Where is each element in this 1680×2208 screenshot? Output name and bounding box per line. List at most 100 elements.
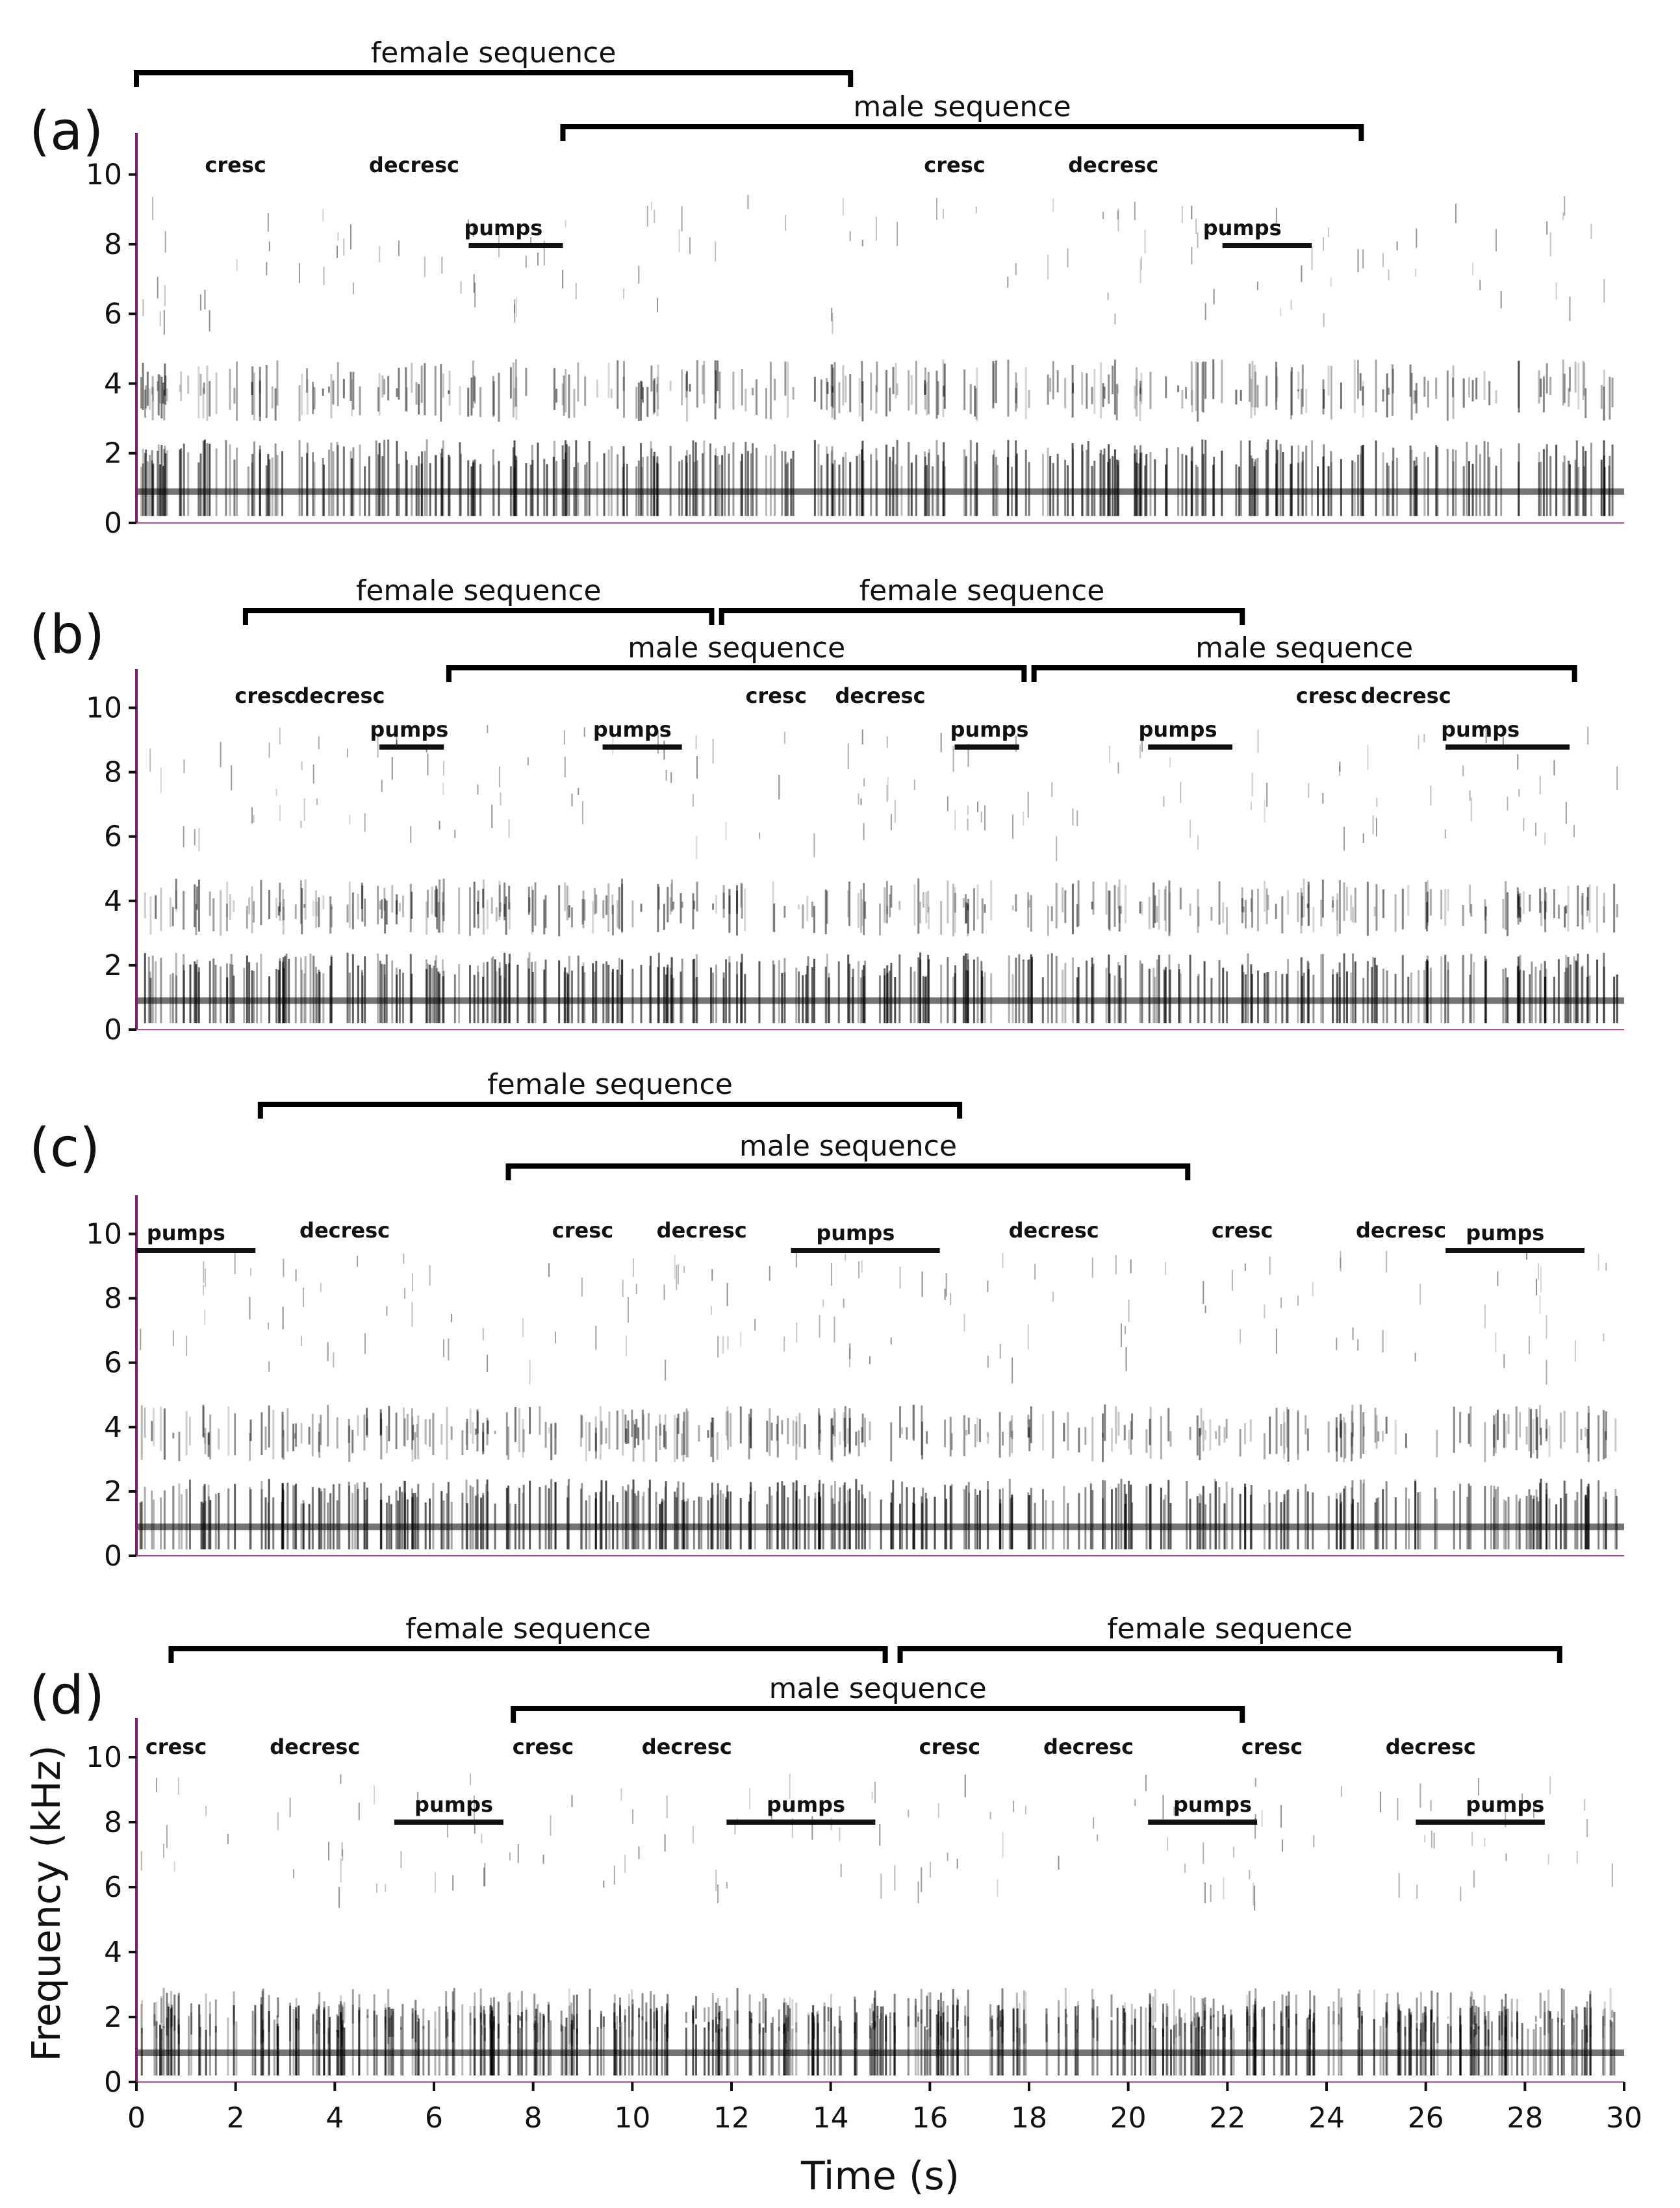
annotation-label: pumps: [950, 717, 1028, 742]
y-tick-label: 2: [104, 2001, 122, 2034]
y-tick-label: 10: [86, 1218, 122, 1251]
sequence-label: female sequence: [1107, 1612, 1353, 1645]
annotation-label: decresc: [299, 1218, 390, 1243]
annotation-label: cresc: [235, 683, 296, 708]
annotation-label: pumps: [1139, 717, 1217, 742]
sequence-bracket: [134, 70, 854, 87]
panel: 0 2 4 6 8 10 (b) female sequence female sequence…: [29, 574, 1624, 1047]
x-tick-label: 22: [1209, 2101, 1245, 2135]
x-tick-label: 6: [425, 2101, 443, 2135]
annotation-label: pumps: [1466, 1221, 1544, 1245]
y-tick-label: 0: [104, 1540, 122, 1573]
sequence-label: male sequence: [628, 631, 845, 665]
annotation-label: cresc: [1296, 683, 1357, 708]
x-tick-label: 8: [524, 2101, 542, 2135]
annotation-label: pumps: [1203, 216, 1282, 240]
y-tick-label: 8: [104, 1282, 122, 1315]
x-tick-label: 18: [1011, 2101, 1047, 2135]
y-tick-label: 4: [104, 1411, 122, 1444]
panel-label: (c): [29, 1117, 100, 1179]
annotation-label: decresc: [657, 1218, 747, 1243]
y-tick-label: 8: [104, 756, 122, 789]
panel-label: (a): [29, 101, 103, 162]
y-tick-label: 2: [104, 949, 122, 982]
sequence-label: female sequence: [859, 574, 1105, 607]
sequence-bracket: [897, 1646, 1562, 1663]
y-tick-label: 0: [104, 2066, 122, 2099]
annotation-label: decresc: [270, 1734, 360, 1759]
sequence-bracket: [505, 1163, 1191, 1180]
spectrogram-texture: [139, 1250, 1618, 1550]
annotation-label: pumps: [464, 216, 542, 240]
spectrogram-texture: [144, 724, 1618, 1024]
y-tick-label: 2: [104, 1475, 122, 1508]
annotation-label: cresc: [513, 1734, 574, 1759]
sequence-bracket: [560, 124, 1364, 141]
sequence-bracket: [1031, 665, 1577, 682]
x-tick-label: 4: [325, 2101, 344, 2135]
annotation-label: decresc: [1043, 1734, 1134, 1759]
sequence-bracket: [719, 608, 1245, 625]
y-tick-label: 10: [86, 1741, 122, 1774]
panel-label: (d): [29, 1665, 105, 1727]
y-tick-label: 4: [104, 367, 122, 400]
annotation-label: cresc: [924, 153, 985, 177]
annotation-label: cresc: [1212, 1218, 1273, 1243]
y-axis-title: Frequency (kHz): [24, 1745, 70, 2061]
y-tick-label: 0: [104, 1013, 122, 1047]
y-tick-label: 4: [104, 885, 122, 918]
sequence-label: female sequence: [405, 1612, 651, 1645]
annotation-label: cresc: [745, 683, 806, 708]
annotation-label: pumps: [767, 1792, 845, 1817]
sequence-label: male sequence: [1195, 631, 1413, 665]
y-tick-label: 6: [104, 1347, 122, 1380]
panel-label: (b): [29, 604, 105, 666]
x-tick-label: 10: [614, 2101, 650, 2135]
spectrogram-texture: [140, 1773, 1616, 2075]
sequence-label: female sequence: [371, 36, 617, 70]
spectrogram-texture: [140, 194, 1614, 516]
annotation-label: decresc: [1009, 1218, 1099, 1243]
x-tick-label: 2: [227, 2101, 245, 2135]
x-tick-label: 14: [813, 2101, 849, 2135]
panel: 0 2 4 6 8 10(a) female sequence male sequence cr…: [29, 36, 1624, 540]
x-tick-label: 0: [127, 2101, 146, 2135]
annotation-label: cresc: [205, 153, 266, 177]
annotation-label: decresc: [1068, 153, 1158, 177]
annotation-label: decresc: [1386, 1734, 1476, 1759]
sequence-bracket: [168, 1646, 888, 1663]
sequence-label: male sequence: [769, 1672, 987, 1705]
sequence-label: male sequence: [853, 90, 1071, 123]
sequence-label: male sequence: [739, 1130, 957, 1163]
x-tick-label: 24: [1308, 2101, 1345, 2135]
annotation-label: decresc: [642, 1734, 732, 1759]
sequence-bracket: [242, 608, 715, 625]
sequence-bracket: [257, 1102, 963, 1119]
sequence-bracket: [511, 1706, 1245, 1723]
y-tick-label: 6: [104, 298, 122, 331]
annotation-label: pumps: [1441, 717, 1520, 742]
annotation-label: pumps: [414, 1792, 493, 1817]
x-tick-label: 16: [911, 2101, 948, 2135]
annotation-label: pumps: [593, 717, 672, 742]
annotation-label: cresc: [1241, 1734, 1303, 1759]
x-tick-label: 26: [1408, 2101, 1444, 2135]
annotation-label: pumps: [370, 717, 448, 742]
x-tick-label: 20: [1110, 2101, 1147, 2135]
annotation-label: decresc: [1361, 683, 1451, 708]
annotation-label: pumps: [147, 1221, 225, 1245]
x-tick-label: 12: [713, 2101, 750, 2135]
sequence-label: female sequence: [487, 1068, 733, 1101]
annotation-label: pumps: [816, 1221, 895, 1245]
y-tick-label: 8: [104, 1806, 122, 1839]
x-axis-title: Time (s): [800, 2153, 960, 2199]
x-tick-label: 28: [1507, 2101, 1543, 2135]
sequence-label: female sequence: [356, 574, 602, 607]
y-tick-label: 2: [104, 437, 122, 470]
annotation-label: decresc: [369, 153, 459, 177]
annotation-label: cresc: [146, 1734, 207, 1759]
panel: 0 2 4 6 8 10 (d) female sequence female sequence…: [29, 1612, 1624, 2099]
annotation-label: decresc: [294, 683, 385, 708]
y-tick-label: 0: [104, 507, 122, 540]
